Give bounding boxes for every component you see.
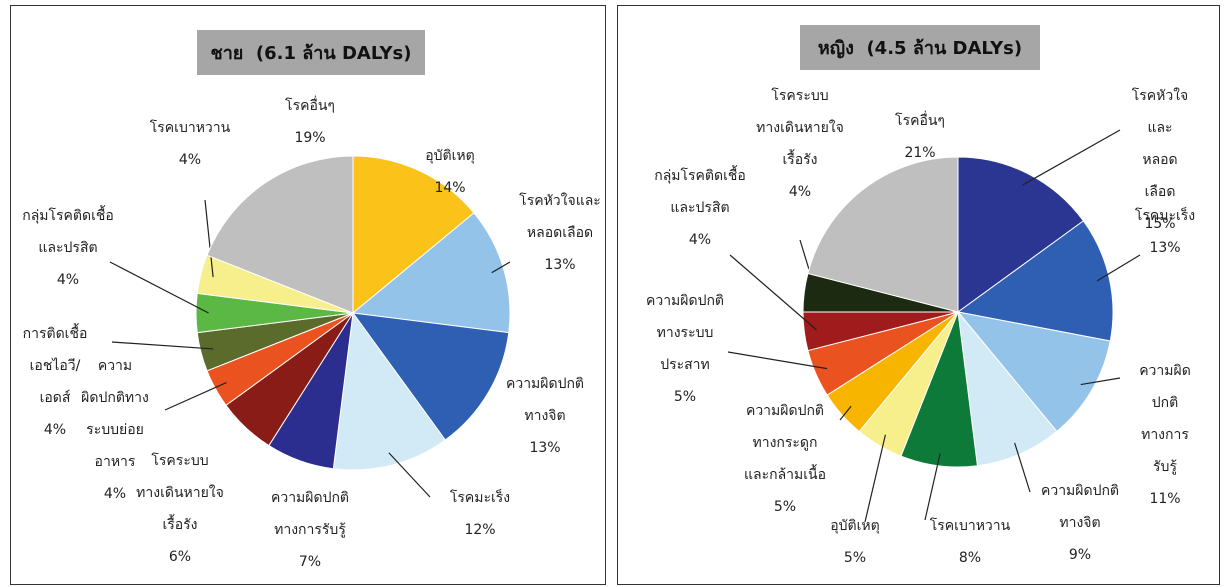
value-label: 4% (788, 184, 812, 200)
leader-line (864, 434, 886, 523)
value-label: 11% (1149, 491, 1181, 507)
slice-label: ความผิดปกติ ทางระบบ ประสาท (645, 293, 725, 373)
slice-label: โรคอื่นๆ (895, 113, 945, 129)
leader-line (388, 452, 431, 498)
value-label: 6% (168, 549, 192, 565)
leader-line (799, 239, 818, 295)
leader-line (729, 254, 817, 331)
pie-slice (957, 310, 1058, 467)
value-label: 15% (1144, 216, 1176, 232)
leader-line (164, 382, 227, 411)
value-label: 21% (904, 145, 936, 161)
slice-label: กลุ่มโรคติดเชื้อ และปรสิต (22, 208, 114, 256)
leader-line (1096, 254, 1141, 282)
value-label: 13% (1149, 240, 1181, 256)
chart-title: หญิง (4.5 ล้าน DALYs) (800, 25, 1040, 70)
slice-label: อุบัติเหตุ (425, 148, 475, 164)
value-label: 5% (843, 550, 867, 566)
value-label: 4% (43, 422, 67, 438)
value-label: 14% (434, 180, 466, 196)
slice-label: โรคอื่นๆ (285, 98, 335, 114)
value-label: 4% (56, 272, 80, 288)
leader-line (111, 341, 214, 350)
slice-label: ความผิดปกติ ทางจิต (505, 376, 585, 424)
value-label: 4% (688, 232, 712, 248)
slice-label: โรคมะเร็ง (449, 490, 511, 506)
leader-line (1080, 377, 1121, 386)
slice-label: อุบัติเหตุ (830, 518, 880, 534)
leader-line (109, 261, 209, 314)
slice-label: โรคหัวใจและ หลอดเลือด (1131, 88, 1189, 200)
panel (617, 5, 1220, 585)
pie-slice (807, 156, 959, 313)
leader-line (839, 405, 852, 421)
slice-label: การติดเชื้อ เอชไอวี/ เอดส์ (22, 326, 88, 406)
leader-line (1022, 129, 1121, 186)
slice-label: โรคเบาหวาน (929, 518, 1011, 534)
pie-slice (206, 155, 354, 314)
pie-slice (956, 311, 1111, 433)
pie-slice (957, 156, 1085, 313)
leader-line (204, 199, 214, 278)
leader-line (924, 453, 941, 521)
leader-line (491, 261, 511, 274)
slice-label: ความผิดปกติ ทางการรับรู้ (1139, 363, 1191, 475)
slice-label: กลุ่มโรคติดเชื้อ และปรสิต (654, 168, 746, 216)
slice-label: ความ ผิดปกติทาง ระบบย่อย อาหาร (81, 358, 149, 470)
value-label: 13% (544, 257, 576, 273)
pie-slice (351, 312, 510, 441)
value-label: 13% (529, 440, 561, 456)
slice-label: โรคเบาหวาน (149, 120, 231, 136)
slice-label: ความผิดปกติ ทางจิต (1040, 483, 1120, 531)
value-label: 12% (464, 522, 496, 538)
slice-label: ความผิดปกติ ทางกระดูก และกล้ามเนื้อ (743, 403, 827, 483)
pie-slice (332, 311, 446, 471)
slice-label: โรคหัวใจและ หลอดเลือด (519, 193, 601, 241)
value-label: 4% (103, 486, 127, 502)
value-label: 19% (294, 130, 326, 146)
value-label: 8% (958, 550, 982, 566)
chart-title: ชาย (6.1 ล้าน DALYs) (197, 30, 425, 75)
panel (10, 5, 606, 585)
slice-label: ความผิดปกติ ทางการรับรู้ (270, 490, 350, 538)
pie-slice (352, 155, 475, 315)
value-label: 5% (673, 389, 697, 405)
pie-slice (351, 212, 511, 334)
pie-slice (956, 220, 1114, 342)
value-label: 4% (178, 152, 202, 168)
leader-line (727, 351, 828, 370)
slice-label: โรคระบบ ทางเดินหายใจ เรื้อรัง (756, 88, 844, 168)
leader-line (1014, 442, 1031, 493)
slice-label: โรคมะเร็ง (1134, 208, 1196, 224)
value-label: 9% (1068, 547, 1092, 563)
value-label: 5% (773, 499, 797, 515)
value-label: 7% (298, 554, 322, 570)
slice-label: โรคระบบ ทางเดินหายใจ เรื้อรัง (136, 453, 224, 533)
